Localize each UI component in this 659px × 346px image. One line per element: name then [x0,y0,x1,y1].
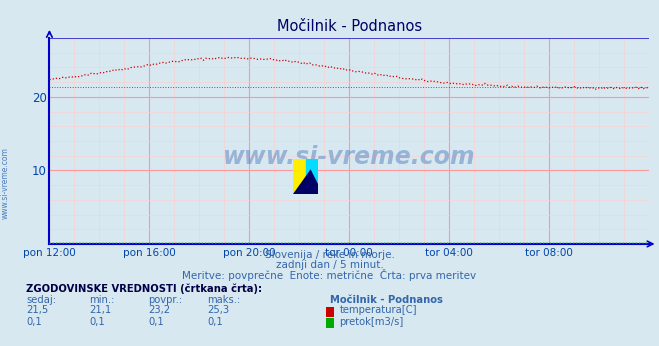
Text: Slovenija / reke in morje.: Slovenija / reke in morje. [264,250,395,260]
Text: 23,2: 23,2 [148,305,171,315]
Text: 0,1: 0,1 [26,317,42,327]
Text: 0,1: 0,1 [148,317,164,327]
Text: 0,1: 0,1 [89,317,105,327]
Polygon shape [306,159,318,183]
Bar [306,159,318,194]
Text: sedaj:: sedaj: [26,295,57,305]
Text: zadnji dan / 5 minut.: zadnji dan / 5 minut. [275,260,384,270]
Text: Močilnik - Podnanos: Močilnik - Podnanos [330,295,442,305]
Text: www.si-vreme.com: www.si-vreme.com [223,145,476,170]
Text: 25,3: 25,3 [208,305,230,315]
Text: maks.:: maks.: [208,295,241,305]
Title: Močilnik - Podnanos: Močilnik - Podnanos [277,19,422,34]
Polygon shape [293,159,318,194]
Text: min.:: min.: [89,295,115,305]
Text: 21,1: 21,1 [89,305,111,315]
Bar [293,159,306,194]
Text: www.si-vreme.com: www.si-vreme.com [1,147,10,219]
Text: 21,5: 21,5 [26,305,49,315]
Text: ZGODOVINSKE VREDNOSTI (črtkana črta):: ZGODOVINSKE VREDNOSTI (črtkana črta): [26,284,262,294]
Text: temperatura[C]: temperatura[C] [339,305,417,315]
Text: pretok[m3/s]: pretok[m3/s] [339,317,403,327]
Text: Meritve: povprečne  Enote: metrične  Črta: prva meritev: Meritve: povprečne Enote: metrične Črta:… [183,268,476,281]
Text: povpr.:: povpr.: [148,295,183,305]
Text: 0,1: 0,1 [208,317,223,327]
